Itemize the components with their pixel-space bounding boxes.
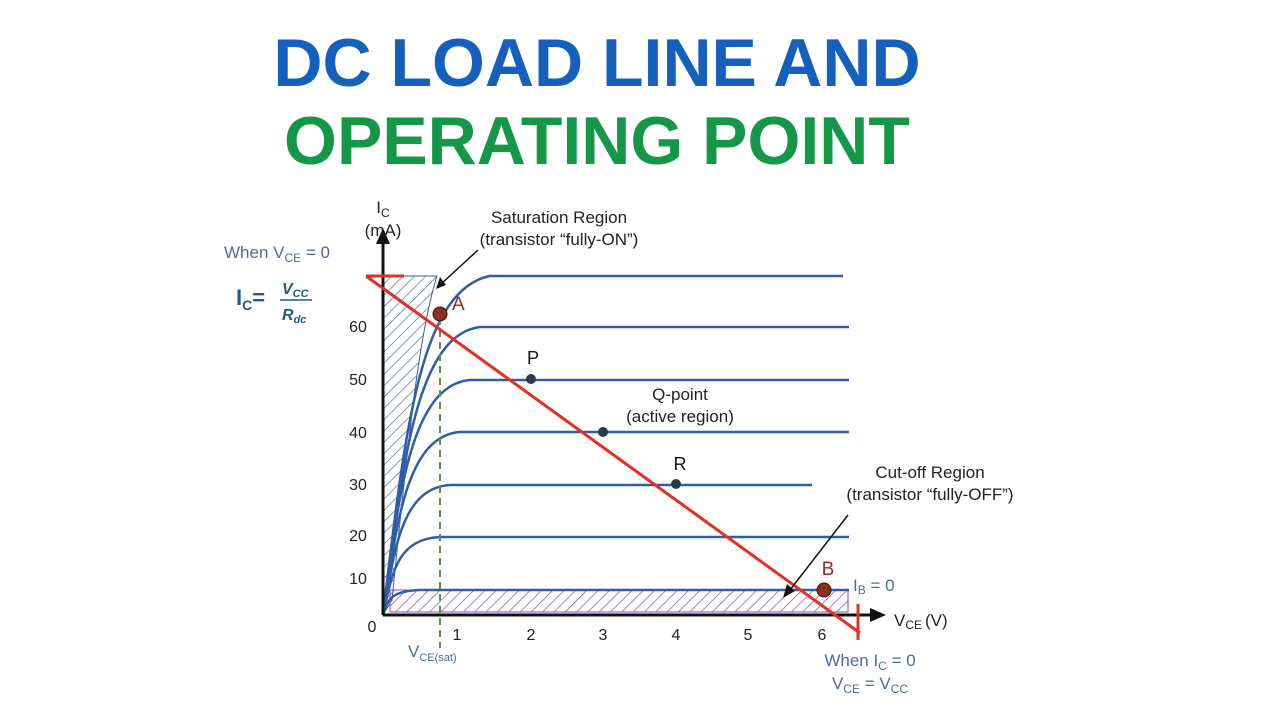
point-a xyxy=(432,306,448,322)
y-tick-label: 0 xyxy=(368,619,377,636)
title-line: OPERATING POINT xyxy=(284,103,910,179)
arrow xyxy=(789,514,849,591)
text-part: CE xyxy=(905,618,922,632)
text-part: CC xyxy=(891,682,909,696)
point-label: B xyxy=(822,559,835,580)
x-axis-label: VCE (V) xyxy=(894,611,948,632)
text-part: = V xyxy=(860,674,891,693)
text-part: V xyxy=(894,611,906,630)
y-axis-arrow xyxy=(376,228,390,244)
point-label: A xyxy=(452,294,465,315)
qpoint-label: Q-point xyxy=(652,385,708,404)
point-p xyxy=(526,374,536,384)
text-part: dc xyxy=(294,314,307,326)
arrow xyxy=(439,249,479,286)
y-tick-label: 60 xyxy=(349,319,367,336)
text-part: CE xyxy=(284,251,301,265)
saturation-label: Saturation Region xyxy=(491,208,627,227)
text-part: When I xyxy=(824,651,878,670)
y-axis-label: IC xyxy=(376,198,390,220)
when-vce: When VCE = 0 xyxy=(224,243,330,265)
saturation-label: (transistor “fully-ON”) xyxy=(480,230,639,249)
ib-label: IB = 0 xyxy=(853,576,895,597)
y-tick-label: 30 xyxy=(349,477,367,494)
formula-den: Rdc xyxy=(282,307,306,326)
y-tick-label: 10 xyxy=(349,571,367,588)
y-tick-label: 20 xyxy=(349,528,367,545)
text-part: V xyxy=(282,281,294,298)
x-tick-label: 2 xyxy=(527,627,536,644)
text-part: CC xyxy=(293,288,310,300)
point-b xyxy=(816,582,832,598)
arrow-head xyxy=(783,584,795,598)
qpoint-label: (active region) xyxy=(626,407,734,426)
x-tick-label: 3 xyxy=(599,627,608,644)
text-part: I xyxy=(236,285,242,310)
x-tick-label: 6 xyxy=(818,627,827,644)
cutoff-region xyxy=(389,589,849,613)
point-label: R xyxy=(674,454,687,474)
formula-num: VCC xyxy=(282,281,310,300)
text-part: B xyxy=(858,583,866,597)
text-part: = 0 xyxy=(866,576,895,595)
text-part: C xyxy=(878,659,887,673)
text-part: C xyxy=(381,206,390,220)
x-axis-arrow xyxy=(870,608,886,622)
text-part: V xyxy=(408,642,420,661)
point-label: P xyxy=(527,348,539,368)
text-part: = xyxy=(252,285,265,310)
text-part: When V xyxy=(224,243,285,262)
text-part: R xyxy=(282,307,294,324)
point-q xyxy=(598,427,608,437)
when-ic: When IC = 0 xyxy=(824,651,915,673)
text-part: I xyxy=(853,576,858,595)
x-tick-label: 1 xyxy=(453,627,462,644)
text-part: C xyxy=(242,297,252,313)
y-tick-label: 50 xyxy=(349,372,367,389)
vce-sat-label: VCE(sat) xyxy=(408,642,457,664)
title-line: DC LOAD LINE AND xyxy=(273,25,920,101)
vce-vcc: VCE = VCC xyxy=(832,674,908,696)
text-part: V xyxy=(832,674,844,693)
formula-lhs: IC= xyxy=(236,285,265,313)
cutoff-label: (transistor “fully-OFF”) xyxy=(846,485,1013,504)
text-part: (V) xyxy=(925,611,948,630)
text-part: = 0 xyxy=(301,243,330,262)
formula: IC= VCC Rdc xyxy=(236,281,312,326)
ib-curve xyxy=(381,535,849,616)
point-r xyxy=(671,479,681,489)
cutoff-label: Cut-off Region xyxy=(875,463,984,482)
load-line xyxy=(365,274,861,635)
y-tick-label: 40 xyxy=(349,425,367,442)
text-part: I xyxy=(376,198,381,217)
text-part: = 0 xyxy=(887,651,916,670)
text-part: CE xyxy=(843,682,860,696)
y-axis-unit: (mA) xyxy=(365,221,402,240)
arrow-head xyxy=(436,277,446,289)
x-tick-label: 4 xyxy=(672,627,681,644)
text-part: CE(sat) xyxy=(419,652,456,664)
x-tick-label: 5 xyxy=(744,627,753,644)
